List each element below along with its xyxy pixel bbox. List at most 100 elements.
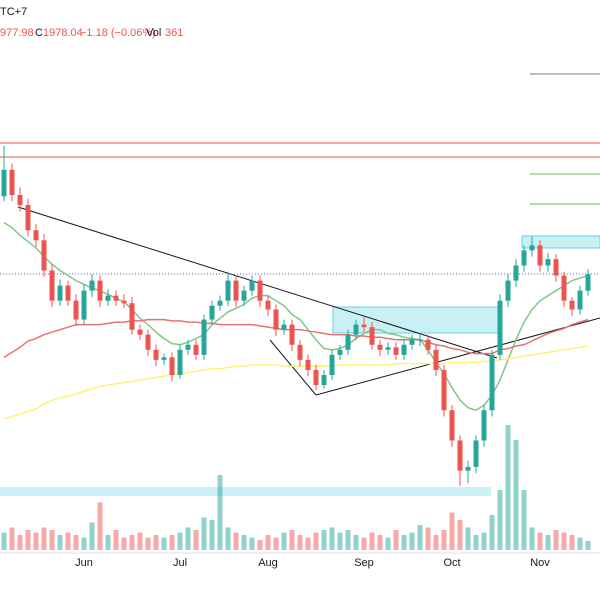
x-tick-label: Oct bbox=[443, 557, 460, 569]
candle-body bbox=[481, 410, 487, 441]
volume-bar bbox=[553, 530, 559, 550]
volume-bar bbox=[577, 537, 583, 550]
volume-bar bbox=[569, 535, 575, 550]
volume-bar bbox=[489, 515, 495, 550]
volume-bar bbox=[265, 535, 271, 550]
volume-label: Vol bbox=[146, 27, 161, 39]
volume-bar bbox=[153, 535, 159, 550]
candle-body bbox=[289, 324, 295, 345]
candle-body bbox=[505, 280, 511, 301]
volume-bar bbox=[177, 532, 183, 550]
candle-body bbox=[545, 259, 551, 266]
candle-body bbox=[217, 300, 223, 306]
candle-body bbox=[233, 280, 239, 301]
volume-bar bbox=[337, 532, 343, 550]
candle-body bbox=[201, 319, 207, 355]
candle-body bbox=[569, 300, 575, 310]
volume-bar bbox=[345, 530, 351, 550]
candle-body bbox=[73, 300, 79, 320]
x-tick-label: Jun bbox=[75, 557, 93, 569]
candle-body bbox=[321, 374, 327, 386]
candle-body bbox=[305, 359, 311, 370]
volume-bar bbox=[457, 520, 463, 550]
candle-body bbox=[585, 274, 591, 291]
candle-body bbox=[25, 205, 31, 231]
volume-bar bbox=[1, 532, 7, 550]
volume-bar bbox=[393, 530, 399, 550]
volume-bar bbox=[81, 537, 87, 550]
volume-bar bbox=[121, 537, 127, 550]
volume-bar bbox=[65, 532, 71, 550]
candle-body bbox=[393, 347, 399, 355]
candle-body bbox=[177, 349, 183, 375]
candle-body bbox=[41, 240, 47, 271]
volume-bar bbox=[33, 532, 39, 550]
volume-bar bbox=[49, 530, 55, 550]
volume-bar bbox=[169, 535, 175, 550]
trend-line bbox=[315, 317, 600, 396]
candle-body bbox=[273, 309, 279, 330]
candle-body bbox=[361, 324, 367, 328]
volume-bar bbox=[97, 502, 103, 550]
volume-bar bbox=[225, 527, 231, 550]
volume-bar bbox=[25, 530, 31, 550]
candle-body bbox=[473, 440, 479, 467]
x-tick-label: Aug bbox=[258, 557, 278, 569]
x-tick-label: Sep bbox=[354, 557, 374, 569]
candle-body bbox=[313, 369, 319, 386]
volume-bar bbox=[57, 535, 63, 550]
moving-average bbox=[3, 318, 589, 358]
volume-bar bbox=[217, 475, 223, 550]
volume-bar bbox=[529, 527, 535, 550]
candle-body bbox=[33, 230, 39, 241]
volume-bar bbox=[513, 440, 519, 550]
candle-body bbox=[9, 169, 15, 195]
candle-body bbox=[553, 259, 559, 276]
candle-body bbox=[137, 329, 143, 335]
candle-body bbox=[537, 245, 543, 266]
candle-body bbox=[185, 344, 191, 350]
candle-body bbox=[281, 324, 287, 330]
volume-bar bbox=[377, 535, 383, 550]
candle-body bbox=[353, 324, 359, 335]
candle-body bbox=[369, 327, 375, 345]
volume-bar bbox=[505, 425, 511, 550]
volume-bar bbox=[41, 527, 47, 550]
volume-bar bbox=[473, 535, 479, 550]
candle-body bbox=[169, 357, 175, 375]
volume-bar bbox=[441, 530, 447, 550]
volume-layer bbox=[1, 425, 591, 550]
candle-body bbox=[161, 357, 167, 360]
candle-body bbox=[89, 280, 95, 291]
candle-body bbox=[577, 290, 583, 310]
candle-body bbox=[257, 280, 263, 301]
volume-bar bbox=[401, 535, 407, 550]
candle-body bbox=[97, 280, 103, 301]
ohlc-change: −1.18 (−0.06%) bbox=[80, 27, 156, 39]
volume-bar bbox=[193, 530, 199, 550]
candle-body bbox=[329, 354, 335, 375]
candle-body bbox=[409, 339, 415, 345]
candle-body bbox=[377, 344, 383, 350]
volume-bar bbox=[449, 512, 455, 550]
x-tick-label: Nov bbox=[530, 557, 550, 569]
candle-body bbox=[145, 334, 151, 350]
volume-bar bbox=[425, 527, 431, 550]
volume-bar bbox=[409, 532, 415, 550]
volume-bar bbox=[385, 537, 391, 550]
zone-box bbox=[521, 235, 600, 249]
candle-body bbox=[193, 344, 199, 355]
volume-bar bbox=[465, 527, 471, 550]
candle-body bbox=[81, 290, 87, 320]
volume-bar bbox=[321, 530, 327, 550]
volume-bar bbox=[353, 535, 359, 550]
volume-bar bbox=[537, 532, 543, 550]
volume-bar bbox=[233, 532, 239, 550]
ohlc-low: 977.98 bbox=[0, 27, 34, 39]
candle-body bbox=[265, 300, 271, 310]
candle-body bbox=[209, 305, 215, 320]
candle-body bbox=[433, 349, 439, 370]
volume-bar bbox=[297, 535, 303, 550]
candle-body bbox=[465, 466, 471, 471]
